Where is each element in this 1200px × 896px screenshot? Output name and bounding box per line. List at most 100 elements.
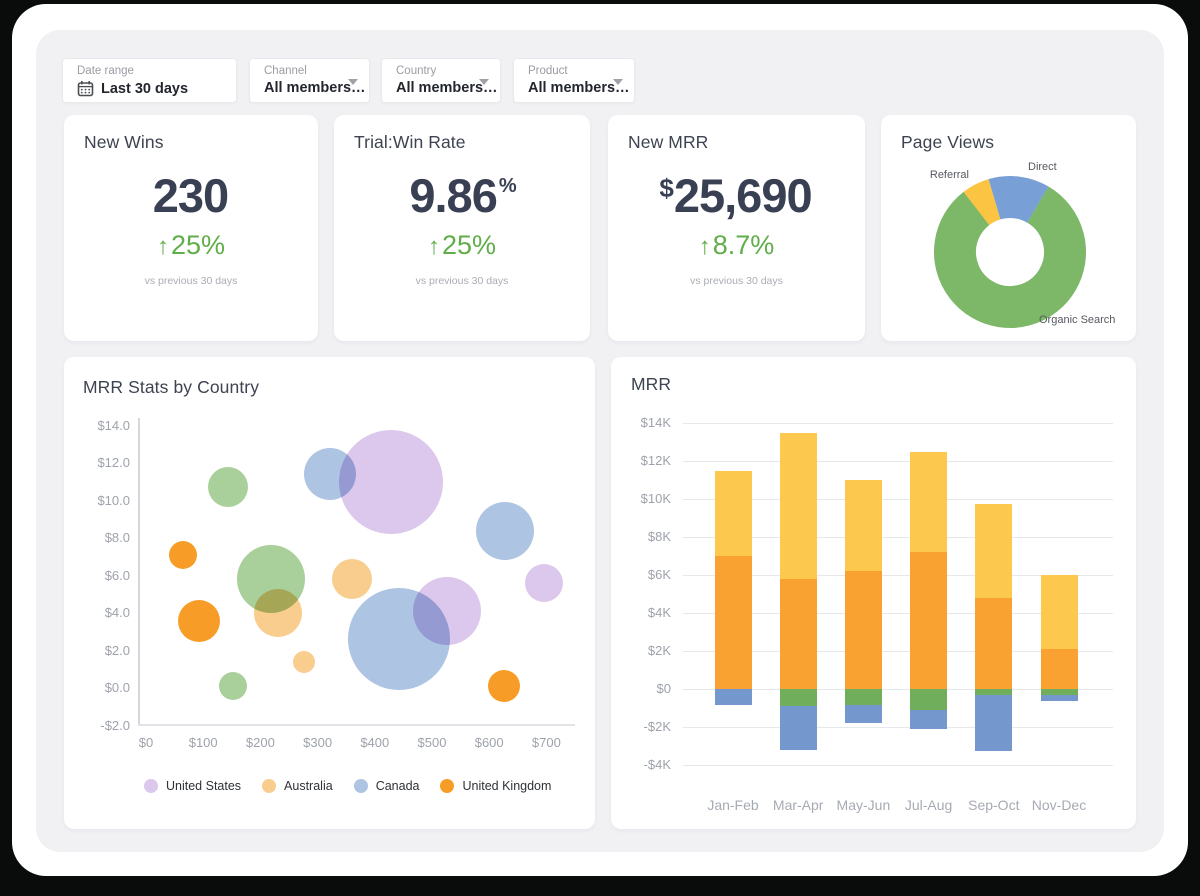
y-tick-label: $2.0 bbox=[104, 642, 130, 658]
bubble-point bbox=[218, 672, 247, 701]
legend-dot bbox=[440, 779, 455, 793]
y-tick-label: $8.0 bbox=[104, 530, 130, 545]
donut-slice-organic-search bbox=[934, 176, 1086, 328]
bubble-point-canada bbox=[476, 501, 535, 560]
dashboard-canvas: Date range Last 30 days bbox=[36, 30, 1164, 852]
bubble-point-united-states bbox=[338, 429, 443, 534]
chevron-down-icon bbox=[348, 79, 358, 85]
bar-segment bbox=[779, 706, 817, 750]
bar-segment bbox=[779, 432, 817, 579]
bar-segment bbox=[910, 451, 948, 553]
bubble-point-united-states bbox=[525, 564, 564, 602]
bar-segment bbox=[1040, 694, 1078, 702]
filter-label: Product bbox=[528, 65, 568, 77]
y-tick-label: -$4K bbox=[643, 757, 671, 772]
bar-segment bbox=[844, 571, 882, 689]
legend-label: United States bbox=[166, 779, 242, 793]
bar-segment bbox=[779, 578, 817, 689]
y-tick-label: $4.0 bbox=[104, 605, 130, 620]
bubble-point-united-kingdom bbox=[178, 599, 221, 642]
up-arrow-icon: ↑ bbox=[156, 233, 169, 260]
bar-segment bbox=[1040, 649, 1078, 689]
donut-label-referral: Referral bbox=[929, 169, 969, 181]
gridline bbox=[683, 727, 1113, 728]
y-tick-label: $0 bbox=[656, 681, 671, 696]
date-range-filter[interactable]: Date range Last 30 days bbox=[62, 58, 237, 103]
bar-segment bbox=[910, 552, 948, 689]
legend-dot bbox=[262, 779, 277, 793]
card-title: New MRR bbox=[628, 132, 709, 152]
x-category-label: Nov-Dec bbox=[1031, 797, 1087, 813]
bubble-point-canada bbox=[303, 448, 356, 501]
filter-label: Date range bbox=[77, 65, 134, 77]
mrr-card: MRR $14K $12K $10K $8K $6K $4K $2K $0 -$2K -$4K Ja… bbox=[611, 357, 1136, 829]
bubble-point bbox=[208, 467, 249, 508]
gridline bbox=[683, 575, 1113, 576]
x-axis-line bbox=[138, 724, 575, 726]
bar-segment bbox=[1040, 575, 1078, 650]
x-category-label: Jul-Aug bbox=[904, 797, 953, 813]
bubble-point-united-kingdom bbox=[168, 540, 197, 569]
bar-segment bbox=[975, 597, 1013, 689]
kpi-delta: ↑25% bbox=[427, 230, 497, 260]
x-tick-label: $100 bbox=[188, 735, 218, 750]
stacked-bar-chart: $14K $12K $10K $8K $6K $4K $2K $0 -$2K -$4K Jan-Fe… bbox=[611, 357, 1136, 829]
legend-item-united-states: United States bbox=[144, 779, 241, 793]
calendar-icon bbox=[77, 80, 94, 97]
product-value: All members… bbox=[528, 80, 630, 96]
legend-dot bbox=[144, 779, 158, 793]
y-tick-label: $14K bbox=[640, 415, 671, 430]
x-tick-label: $400 bbox=[360, 735, 390, 750]
bar-segment bbox=[910, 709, 948, 729]
bar-segment bbox=[910, 689, 948, 710]
legend-item-australia: Australia bbox=[262, 779, 333, 793]
bubble-point bbox=[236, 545, 305, 614]
card-title: MRR bbox=[631, 374, 672, 394]
bar-segment bbox=[844, 705, 882, 724]
country-value: All members… bbox=[396, 80, 498, 96]
bar-segment bbox=[779, 689, 817, 707]
kpi-note: vs previous 30 days bbox=[144, 275, 238, 287]
gridline bbox=[683, 765, 1113, 766]
y-tick-label: $12.0 bbox=[97, 455, 130, 470]
legend-label: United Kingdom bbox=[462, 779, 552, 793]
legend-label: Australia bbox=[284, 779, 333, 793]
chevron-down-icon bbox=[479, 79, 489, 85]
x-category-label: May-Jun bbox=[836, 797, 891, 813]
channel-filter[interactable]: Channel All members… bbox=[249, 58, 370, 103]
x-category-label: Sep-Oct bbox=[968, 797, 1020, 813]
x-tick-label: $700 bbox=[531, 735, 561, 750]
app-window: Date range Last 30 days bbox=[12, 4, 1188, 876]
bar-segment bbox=[714, 556, 752, 689]
donut-label-organic-search: Organic Search bbox=[1039, 314, 1116, 326]
y-axis-line bbox=[138, 418, 140, 725]
x-category-label: Mar-Apr bbox=[772, 797, 824, 813]
donut-label-direct: Direct bbox=[1028, 161, 1057, 173]
y-tick-label: $14.0 bbox=[97, 417, 130, 433]
y-tick-label: $4K bbox=[647, 605, 671, 620]
chevron-down-icon bbox=[613, 79, 623, 85]
bar-segment bbox=[975, 503, 1013, 598]
gridline bbox=[683, 461, 1113, 462]
up-arrow-icon: ↑ bbox=[698, 233, 711, 260]
bar-segment bbox=[975, 689, 1013, 695]
bar-segment bbox=[844, 689, 882, 706]
country-filter[interactable]: Country All members… bbox=[381, 58, 501, 103]
gridline bbox=[683, 689, 1113, 690]
kpi-card-new-wins: New Wins 230 ↑25% vs previous 30 days bbox=[64, 115, 318, 341]
y-tick-label: $0.0 bbox=[104, 680, 130, 695]
x-tick-label: $300 bbox=[303, 735, 333, 750]
legend-label: Canada bbox=[375, 779, 420, 793]
bar-segment bbox=[975, 694, 1013, 751]
legend-item-canada: Canada bbox=[353, 779, 420, 793]
y-tick-label: $8K bbox=[647, 529, 671, 544]
product-filter[interactable]: Product All members… bbox=[513, 58, 635, 103]
gridline bbox=[683, 613, 1113, 614]
bubble-point-canada bbox=[347, 588, 450, 691]
kpi-value: $25,690 bbox=[659, 169, 812, 222]
page-views-donut-chart bbox=[934, 176, 1086, 328]
bubble-chart: $14.0 $12.0 $10.0 $8.0 $6.0 $4.0 $2.0 $0.0 -$2.0… bbox=[64, 357, 595, 829]
page-views-card: Page Views Referral Direct Organic Searc… bbox=[881, 115, 1136, 341]
x-tick-label: $600 bbox=[474, 735, 504, 750]
y-tick-label: $2K bbox=[647, 643, 671, 658]
